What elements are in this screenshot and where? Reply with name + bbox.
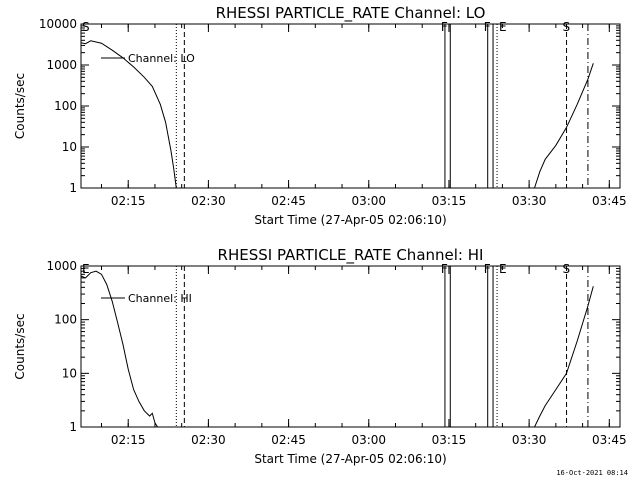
panel1-x-axis-label: Start Time (27-Apr-05 02:06:10)	[254, 213, 446, 227]
panel1-x-tick-label: 03:00	[351, 194, 386, 208]
panel2-event-label: F	[441, 262, 448, 276]
panel1-event-label: E	[499, 20, 507, 34]
panel2-x-tick-label: 02:30	[191, 433, 226, 447]
footer-timestamp: 16-Oct-2021 08:14	[556, 469, 628, 477]
panel1-y-tick-label: 1	[69, 181, 77, 195]
panel1-x-tick-label: 03:45	[592, 194, 627, 208]
panel2-x-tick-label: 03:00	[351, 433, 386, 447]
panel2-y-tick-label: 10	[62, 366, 77, 380]
panel2-y-tick-label: 1000	[46, 259, 77, 273]
panel1-title: RHESSI PARTICLE_RATE Channel: LO	[216, 4, 486, 23]
panel1-legend-label: Channel: LO	[128, 52, 195, 65]
panel1-x-tick-label: 03:30	[512, 194, 547, 208]
panel1-y-tick-label: 10	[62, 140, 77, 154]
panel2-y-tick-label: 100	[54, 313, 77, 327]
panel1-event-label: F	[484, 20, 491, 34]
panel1-x-tick-label: 02:45	[271, 194, 306, 208]
panel2-y-tick-label: 1	[69, 420, 77, 434]
panel1-corner-label: S	[82, 20, 90, 34]
panel1-plot-frame	[80, 23, 621, 189]
panel1-series-line	[534, 63, 594, 189]
panel2-series-line	[534, 286, 594, 428]
panel1-y-tick-label: 10000	[39, 17, 77, 31]
panel2-corner-label: E	[82, 262, 90, 276]
panel2-series-line	[80, 270, 159, 428]
panel2-x-tick-label: 03:30	[512, 433, 547, 447]
panel2-y-axis-label: Counts/sec	[13, 313, 27, 379]
panel1-event-label: F	[441, 20, 448, 34]
panel2-event-label: S	[563, 262, 571, 276]
panel1-y-axis-label: Counts/sec	[13, 73, 27, 139]
panel1-x-tick-label: 02:30	[191, 194, 226, 208]
panel2-legend-label: Channel: HI	[128, 292, 192, 305]
panel2-x-axis-label: Start Time (27-Apr-05 02:06:10)	[254, 452, 446, 466]
panel2-x-tick-label: 03:15	[432, 433, 467, 447]
panel1-y-tick-label: 1000	[46, 58, 77, 72]
panel2-plot-frame	[80, 265, 621, 428]
panel1-x-tick-label: 03:15	[432, 194, 467, 208]
panel2-title: RHESSI PARTICLE_RATE Channel: HI	[218, 246, 484, 265]
panel2-x-tick-label: 02:15	[111, 433, 146, 447]
panel2-event-label: E	[499, 262, 507, 276]
panel1-series-line	[80, 40, 177, 189]
panel2-x-tick-label: 02:45	[271, 433, 306, 447]
panel2-event-label: F	[484, 262, 491, 276]
panel1-x-tick-label: 02:15	[111, 194, 146, 208]
panel1-event-label: S	[563, 20, 571, 34]
panel2-x-tick-label: 03:45	[592, 433, 627, 447]
panel1-y-tick-label: 100	[54, 99, 77, 113]
